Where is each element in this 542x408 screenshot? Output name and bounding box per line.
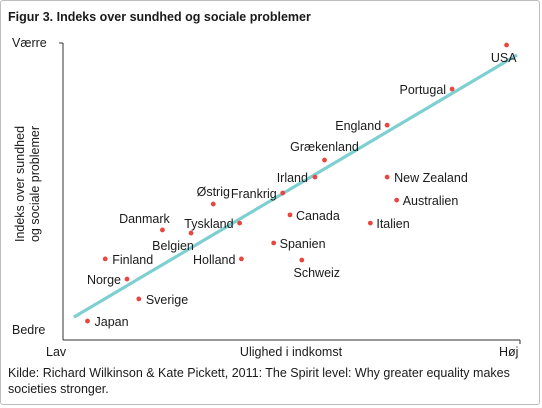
point-tyskland — [237, 220, 243, 226]
label-norge: Norge — [87, 273, 121, 287]
point-frankrig — [280, 190, 286, 196]
y-tick-low: Bedre — [12, 323, 45, 337]
label-holland: Holland — [193, 253, 235, 267]
x-tick-high: Høj — [499, 345, 518, 359]
point-ostrig — [210, 201, 216, 207]
label-schweiz: Schweiz — [294, 266, 341, 280]
label-irland: Irland — [277, 171, 308, 185]
label-danmark: Danmark — [119, 212, 170, 226]
scatter-chart: Værre Bedre Lav Høj Ulighed i indkomst I… — [12, 36, 521, 359]
point-usa — [504, 42, 509, 48]
y-tick-high: Værre — [12, 36, 47, 50]
label-italien: Italien — [376, 217, 409, 231]
label-england: England — [335, 119, 381, 133]
label-frankrig: Frankrig — [231, 187, 277, 201]
point-sverige — [136, 296, 142, 302]
label-tyskland: Tyskland — [184, 217, 233, 231]
point-graekenland — [322, 157, 327, 163]
label-usa: USA — [491, 51, 517, 65]
y-axis-label-line2: og sociale problemer — [28, 126, 42, 242]
source-caption: Kilde: Richard Wilkinson & Kate Pickett,… — [8, 366, 510, 396]
label-sverige: Sverige — [146, 293, 188, 307]
point-schweiz — [299, 257, 305, 263]
point-irland — [312, 174, 318, 180]
x-axis-label: Ulighed i indkomst — [240, 345, 343, 359]
point-holland — [239, 256, 244, 262]
label-belgien: Belgien — [152, 239, 194, 253]
point-belgien — [188, 230, 194, 236]
point-spanien — [271, 240, 277, 246]
point-danmark — [160, 227, 165, 233]
label-spanien: Spanien — [280, 237, 326, 251]
label-new-zealand: New Zealand — [394, 171, 468, 185]
point-japan — [85, 318, 90, 324]
label-graekenland: Grækenland — [290, 140, 359, 154]
point-canada — [287, 212, 293, 218]
figure-title: Figur 3. Indeks over sundhed og sociale … — [8, 10, 311, 24]
label-portugal: Portugal — [400, 83, 447, 97]
x-tick-low: Lav — [46, 345, 67, 359]
label-japan: Japan — [95, 315, 129, 329]
point-norge — [124, 276, 130, 282]
label-canada: Canada — [296, 209, 340, 223]
point-england — [384, 122, 390, 128]
point-italien — [367, 220, 373, 226]
trend-line — [73, 53, 518, 319]
point-australien — [394, 197, 400, 203]
label-ostrig: Østrig — [197, 185, 230, 199]
data-points: USA Portugal England Grækenland Irland New Ze… — [85, 42, 517, 329]
label-finland: Finland — [112, 253, 153, 267]
point-portugal — [449, 86, 455, 92]
point-new-zealand — [384, 174, 390, 180]
label-australien: Australien — [403, 194, 459, 208]
y-axis-label-line1: Indeks over sundhed — [13, 126, 27, 242]
point-finland — [102, 256, 108, 262]
